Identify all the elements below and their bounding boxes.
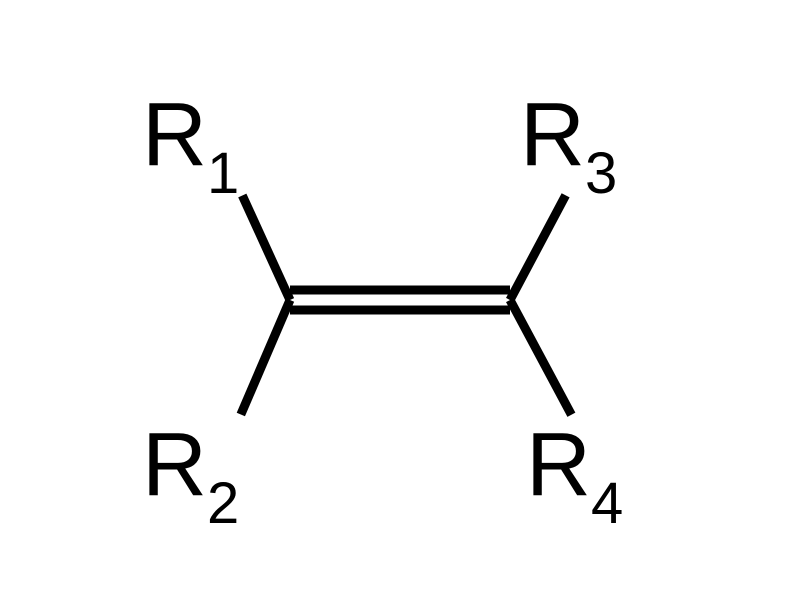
label-r1-base: R — [142, 90, 207, 180]
label-r4-sub: 4 — [591, 475, 623, 533]
label-r4-base: R — [526, 420, 591, 510]
substituent-label-r2: R2 — [142, 420, 239, 510]
label-r2-sub: 2 — [207, 475, 239, 533]
label-r3-base: R — [520, 90, 585, 180]
substituent-label-r4: R4 — [526, 420, 623, 510]
label-r1-sub: 1 — [207, 145, 239, 203]
bond-lines — [0, 0, 800, 600]
label-r3-sub: 3 — [585, 145, 617, 203]
label-r2-base: R — [142, 420, 207, 510]
substituent-label-r3: R3 — [520, 90, 617, 180]
substituent-label-r1: R1 — [142, 90, 239, 180]
alkene-structure-diagram: R1 R2 R3 R4 — [0, 0, 800, 600]
